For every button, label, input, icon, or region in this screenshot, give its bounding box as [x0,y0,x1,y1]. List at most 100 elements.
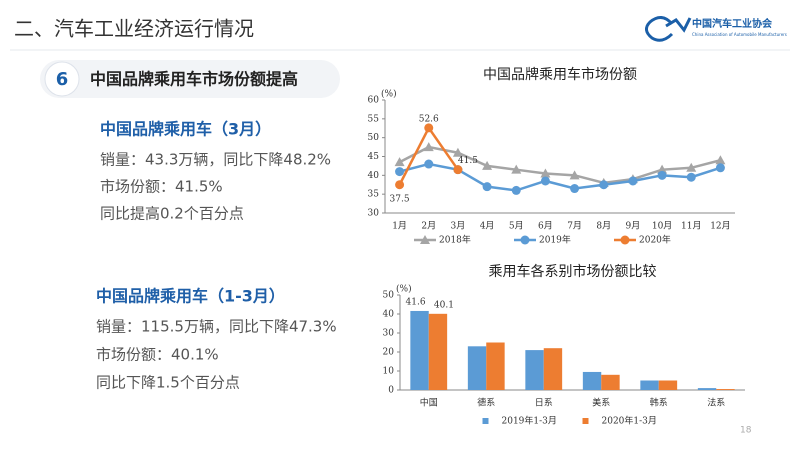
y-tick-label: 0 [388,386,394,396]
slide-title: 二、汽车工业经济运行情况 [14,17,254,41]
marker [420,235,430,244]
y-tick-label: 50 [383,291,395,301]
chart-title: 中国品牌乘用车市场份额 [483,66,637,83]
block-heading: 中国品牌乘用车（1-3月） [96,287,285,306]
y-tick-label: 35 [368,190,380,200]
marker [453,165,463,175]
marker [423,142,434,152]
y-tick-label: 20 [383,348,395,358]
marker [395,167,405,177]
marker [715,163,725,173]
legend-label: 2018年 [439,234,471,246]
y-axis-label: (%) [381,89,397,100]
x-tick-label: 6月 [538,221,553,232]
legend-label: 2020年1-3月 [602,415,657,427]
section-badge [44,61,80,97]
x-tick-label: 5月 [509,221,524,232]
x-tick-label: 10月 [652,221,672,232]
series-line [399,162,721,192]
bar [716,389,735,390]
bar [467,346,487,390]
marker [482,182,492,192]
y-tick-label: 60 [368,96,380,106]
y-tick-label: 50 [368,133,380,143]
logo-sub: China Association of Automobile Manufact… [692,32,787,37]
data-label: 41.5 [458,156,478,166]
section-band [40,60,340,98]
data-label: 41.6 [406,297,426,307]
marker [511,185,521,195]
block-line: 同比提高0.2个百分点 [100,205,244,223]
legend-label: 2020年 [639,234,671,246]
y-tick-label: 30 [383,329,395,339]
marker [657,170,667,180]
section-number: 6 [56,69,69,90]
legend-label: 2019年 [539,234,571,246]
x-tick-label: 3月 [451,221,466,232]
marker [424,123,434,133]
y-tick-label: 55 [368,114,380,124]
marker [686,172,696,182]
marker [452,147,463,157]
marker [657,164,668,174]
bar [525,350,544,390]
marker [569,170,580,180]
logo-mark [645,16,692,42]
x-tick-label: 4月 [480,221,495,232]
series-line [399,145,721,185]
block-line: 市场份额：40.1% [96,346,219,364]
page-number: 18 [740,426,752,436]
y-tick-label: 30 [368,209,380,219]
bar [640,380,659,390]
marker [520,235,530,245]
bar [658,380,678,390]
marker [482,160,493,170]
data-label: 52.6 [419,114,439,124]
marker [686,162,697,172]
x-tick-label: 2月 [421,221,436,232]
bar [582,371,602,390]
data-label: 37.5 [390,194,410,204]
marker [570,184,580,194]
bar [601,374,620,390]
legend-label: 2019年1-3月 [502,415,557,427]
y-axis-label: (%) [396,284,412,295]
marker [715,155,726,165]
y-tick-label: 10 [383,367,395,377]
y-tick-label: 40 [368,171,380,181]
chart-title: 乘用车各系别市场份额比较 [489,263,657,280]
x-tick-label: 12月 [710,221,730,232]
x-tick-label: 9月 [626,221,641,232]
bar [543,348,563,390]
bar [428,313,448,390]
data-label: 40.1 [434,300,454,310]
x-tick-label: 8月 [596,221,611,232]
block-line: 同比下降1.5个百分点 [96,374,240,392]
x-tick-label: 1月 [392,221,407,232]
marker [394,157,405,167]
block-line: 销量：43.3万辆，同比下降48.2% [100,151,331,169]
y-tick-label: 40 [383,310,395,320]
x-tick-label: 7月 [567,221,582,232]
block-heading: 中国品牌乘用车（3月） [100,120,271,139]
block-line: 市场份额：41.5% [100,178,223,196]
x-tick-label: 日系 [535,398,553,409]
legend-swatch [482,418,489,424]
marker [620,235,630,245]
marker [540,176,550,186]
x-tick-label: 德系 [477,397,495,409]
marker [628,176,638,186]
marker [540,168,551,178]
x-tick-label: 韩系 [650,397,668,409]
x-tick-label: 法系 [707,397,725,409]
block-line: 销量：115.5万辆，同比下降47.3% [96,318,337,336]
x-tick-label: 中国 [420,397,438,409]
bar [697,388,717,390]
marker [395,180,405,190]
bar [486,342,505,390]
marker [424,159,434,169]
bar [410,310,429,390]
logo-text: 中国汽车工业协会 [692,17,772,30]
